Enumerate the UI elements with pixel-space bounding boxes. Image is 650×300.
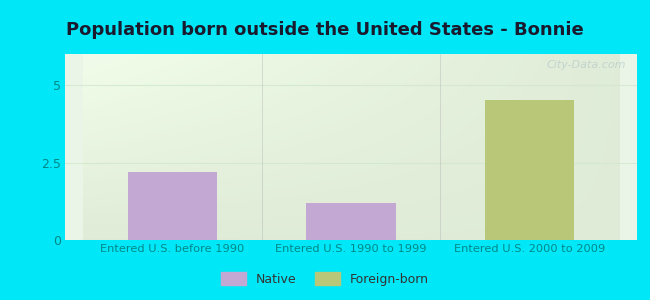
Bar [306,203,396,240]
Bar [485,100,575,240]
Bar [127,172,217,240]
Text: City-Data.com: City-Data.com [546,60,625,70]
Text: Population born outside the United States - Bonnie: Population born outside the United State… [66,21,584,39]
Legend: Native, Foreign-born: Native, Foreign-born [216,267,434,291]
